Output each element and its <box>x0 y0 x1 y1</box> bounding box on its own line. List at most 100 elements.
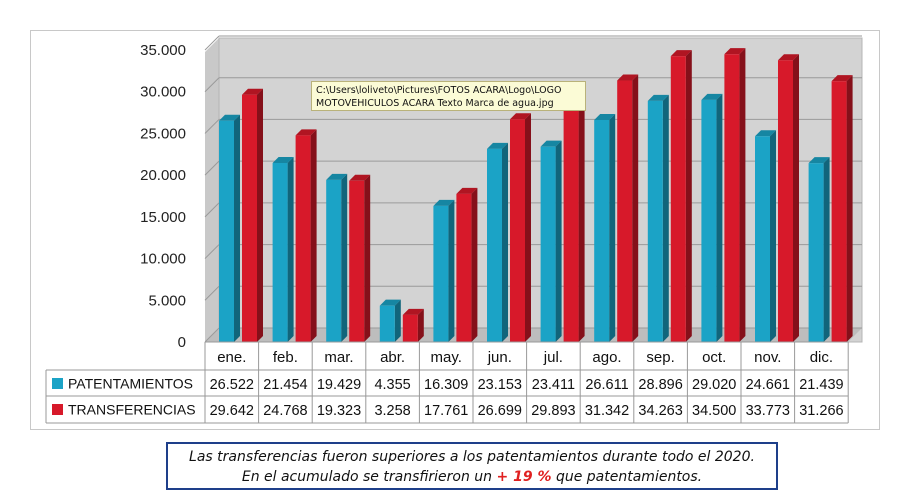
bar-top <box>219 114 240 121</box>
bar-top <box>808 157 830 164</box>
bar-side <box>471 187 478 342</box>
category-label: oct. <box>702 349 726 366</box>
table-cell-value: 31.266 <box>799 403 843 419</box>
bar-patentamientos-7 <box>594 119 610 343</box>
bar-transferencias-2 <box>349 180 365 342</box>
bar-side <box>417 308 424 342</box>
table-cell-value: 3.258 <box>374 403 410 419</box>
table-cell-value: 29.893 <box>531 403 575 419</box>
bar-top <box>379 299 401 306</box>
bar-side <box>448 199 455 342</box>
bar-patentamientos-8 <box>647 100 663 342</box>
bar-side <box>632 74 639 342</box>
bar-top <box>617 74 639 81</box>
summary-highlight: + 19 % <box>496 469 552 485</box>
summary-line-2-pre: En el acumulado se transfirieron un <box>241 469 493 485</box>
bar-top <box>831 75 853 82</box>
category-label: ago. <box>592 349 621 366</box>
data-table: ene. feb. mar. abr. may. jun. jul. ago. sep. oct.… <box>45 341 849 424</box>
table-cell-value: 26.699 <box>478 403 522 419</box>
category-label: feb. <box>273 349 298 366</box>
y-tick-label: 30.000 <box>140 84 186 101</box>
bar-top <box>242 88 263 95</box>
summary-line-2: En el acumulado se transfirieron un + 19… <box>168 467 776 487</box>
category-label: jun. <box>487 349 512 366</box>
table-cell-value: 16.309 <box>424 377 468 393</box>
bar-patentamientos-4 <box>433 205 449 342</box>
bar-patentamientos-9 <box>701 99 717 342</box>
gridline-side <box>204 244 220 259</box>
bar-transferencias-0 <box>242 94 257 343</box>
category-label: dic. <box>810 349 833 366</box>
y-tick-label: 20.000 <box>140 167 186 184</box>
y-tick-label: 15.000 <box>140 209 186 226</box>
bar-patentamientos-0 <box>219 120 234 342</box>
bar-patentamientos-2 <box>326 179 342 342</box>
bar-transferencias-3 <box>402 314 418 342</box>
category-label: may. <box>430 349 461 366</box>
bar-transferencias-7 <box>617 80 633 342</box>
bar-patentamientos-3 <box>379 305 395 342</box>
bar-patentamientos-10 <box>755 136 770 342</box>
legend-swatch <box>52 378 63 389</box>
gridline-side <box>204 35 220 51</box>
bar-transferencias-11 <box>831 81 847 343</box>
bar-top <box>755 130 776 137</box>
category-label: ene. <box>217 349 246 366</box>
bar-side <box>287 157 294 342</box>
table-cell-value: 23.411 <box>532 377 575 393</box>
tooltip-line-2: MOTOVEHICULOS ACARA Texto Marca de agua.… <box>316 98 554 109</box>
table-cell-value: 34.500 <box>692 403 736 419</box>
bar-patentamientos-1 <box>272 163 288 342</box>
table-cell-value: 33.773 <box>746 403 790 419</box>
bar-side <box>394 299 401 342</box>
bar-side <box>685 50 692 343</box>
bar-side <box>662 94 669 342</box>
bar-top <box>724 48 746 55</box>
bar-side <box>770 130 776 342</box>
bar-top <box>326 173 348 180</box>
bar-top <box>402 308 424 315</box>
bar-side <box>364 174 371 342</box>
bar-patentamientos-11 <box>808 163 824 342</box>
bar-top <box>594 113 616 120</box>
bar-side <box>310 129 317 342</box>
category-label: sep. <box>646 349 674 366</box>
side-wall <box>205 38 219 342</box>
legend-label: TRANSFERENCIAS <box>68 402 196 418</box>
file-path-tooltip: C:\Users\loliveto\Pictures\FOTOS ACARA\L… <box>311 81 586 111</box>
legend-label: PATENTAMIENTOS <box>68 376 193 392</box>
bar-top <box>295 129 317 136</box>
table-cell-value: 29.020 <box>692 377 736 393</box>
bar-top <box>272 157 294 164</box>
bar-side <box>578 86 585 343</box>
y-tick-label: 25.000 <box>140 125 186 142</box>
bar-top <box>487 142 508 149</box>
gridline-side <box>204 77 220 93</box>
category-label: abr. <box>380 349 405 366</box>
bar-side <box>257 88 263 343</box>
table-cell-value: 26.522 <box>210 377 254 393</box>
table-cell-value: 21.454 <box>263 377 307 393</box>
category-label: nov. <box>754 349 781 366</box>
bar-top <box>456 187 478 194</box>
bar-side <box>555 140 562 342</box>
bar-top <box>670 50 692 57</box>
bar-patentamientos-6 <box>540 146 556 342</box>
summary-line-1: Las transferencias fueron superiores a l… <box>189 449 755 465</box>
gridline-side <box>204 119 220 134</box>
table-cell-value: 31.342 <box>585 403 629 419</box>
table-cell-value: 26.611 <box>585 377 628 393</box>
table-cell-value: 19.323 <box>317 403 361 419</box>
bar-side <box>793 54 799 342</box>
table-cell-value: 24.661 <box>746 377 790 393</box>
legend-swatch <box>52 404 63 415</box>
tooltip-line-1: C:\Users\loliveto\Pictures\FOTOS ACARA\L… <box>316 85 562 96</box>
table-cell-value: 28.896 <box>638 377 682 393</box>
category-label: mar. <box>324 349 353 366</box>
table-cell-value: 17.761 <box>424 403 468 419</box>
bar-side <box>846 75 853 343</box>
bar-transferencias-8 <box>670 56 686 343</box>
bar-top <box>701 93 723 100</box>
table-cell-value: 34.263 <box>638 403 682 419</box>
